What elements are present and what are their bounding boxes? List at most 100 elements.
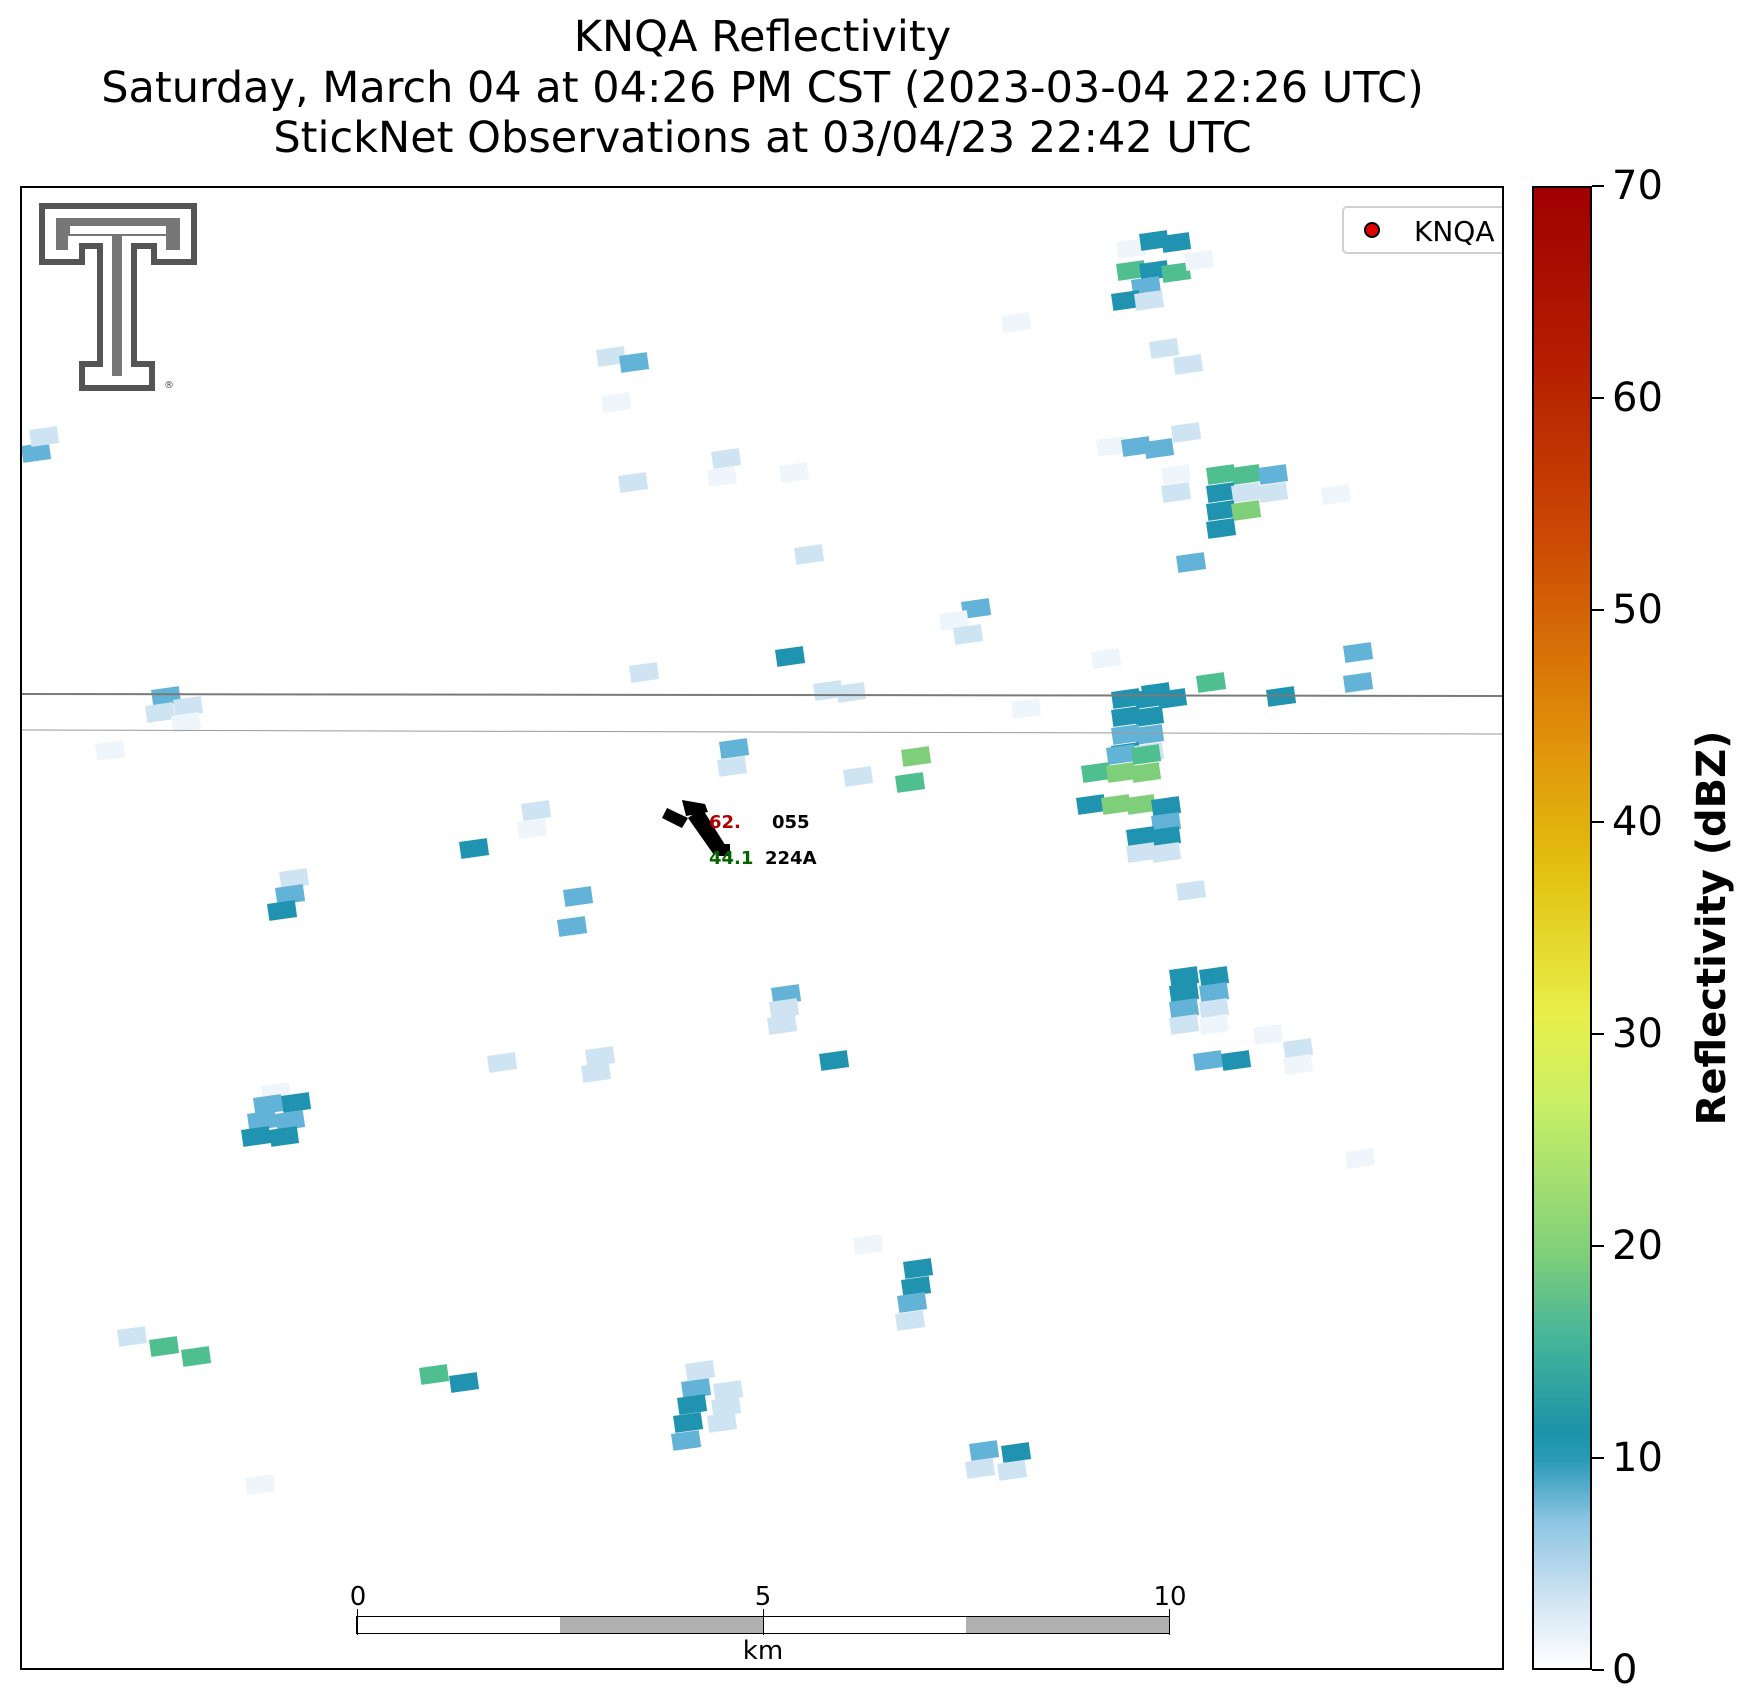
reflectivity-cell: [619, 352, 650, 373]
reflectivity-cell: [903, 1258, 934, 1279]
reflectivity-layer: ®: [22, 203, 1502, 1495]
reflectivity-cell: [1176, 552, 1207, 573]
reflectivity-colorbar: [1532, 186, 1592, 1670]
reflectivity-cell: [1283, 1054, 1314, 1075]
reflectivity-cell: [853, 1234, 884, 1255]
reflectivity-cell: [1144, 438, 1175, 459]
reflectivity-cell: [1091, 648, 1122, 669]
reflectivity-cell: [713, 1380, 744, 1401]
reflectivity-cell: [1126, 794, 1157, 815]
reflectivity-cell: [1199, 982, 1230, 1003]
reflectivity-cell: [897, 1292, 928, 1313]
reflectivity-cell: [171, 712, 202, 733]
reflectivity-cell: [1116, 260, 1147, 281]
reflectivity-cell: [1253, 1024, 1284, 1045]
colorbar-tick-label: 0: [1612, 1647, 1638, 1693]
reflectivity-cell: [1206, 482, 1237, 503]
reflectivity-cell: [953, 624, 984, 645]
colorbar-tick: [1592, 1669, 1604, 1671]
road-line: [22, 729, 1502, 735]
reflectivity-cell: [585, 1046, 616, 1067]
observation-time: StickNet Observations at 03/04/23 22:42 …: [273, 113, 1252, 163]
reflectivity-cell: [1001, 1442, 1032, 1463]
reflectivity-cell: [1199, 998, 1230, 1019]
station-dewpoint: 44.1: [709, 848, 754, 869]
colorbar-tick-label: 70: [1612, 163, 1663, 209]
scale-label-10: 10: [1153, 1582, 1187, 1612]
reflectivity-cell: [1126, 826, 1157, 847]
reflectivity-cell: [707, 1412, 738, 1433]
reflectivity-cell: [517, 818, 548, 839]
reflectivity-cell: [1139, 260, 1170, 281]
reflectivity-cell: [1096, 436, 1127, 457]
reflectivity-cell: [1343, 672, 1374, 693]
scale-unit: km: [742, 1636, 784, 1666]
reflectivity-cell: [1001, 312, 1032, 333]
station-subid: 224A: [765, 848, 817, 869]
reflectivity-cell: [1161, 482, 1192, 503]
reflectivity-cell: [253, 1094, 284, 1115]
reflectivity-cell: [681, 1378, 712, 1399]
scale-bar: [356, 1609, 1170, 1635]
reflectivity-cell: [1111, 688, 1142, 709]
reflectivity-cell: [1206, 500, 1237, 521]
reflectivity-cell: [117, 1326, 148, 1347]
reflectivity-cell: [618, 472, 649, 493]
reflectivity-cell: [1345, 1148, 1376, 1169]
reflectivity-cell: [1221, 1050, 1252, 1071]
reflectivity-cell: [719, 738, 750, 759]
radar-map[interactable]: ® KNQA 62. 055 44.1 224A 0 5 10 km: [20, 186, 1504, 1670]
reflectivity-cell: [95, 740, 126, 761]
colorbar-tick-label: 60: [1612, 375, 1663, 421]
reflectivity-cell: [711, 1396, 742, 1417]
reflectivity-cell: [181, 1346, 212, 1367]
reflectivity-cell: [819, 1050, 850, 1071]
road-line: [22, 693, 1502, 697]
reflectivity-cell: [1283, 1038, 1314, 1059]
reflectivity-cell: [961, 598, 992, 619]
reflectivity-cell: [1169, 1014, 1200, 1035]
reflectivity-cell: [563, 886, 594, 907]
reflectivity-cell: [895, 1310, 926, 1331]
reflectivity-cell: [1131, 762, 1162, 783]
colorbar-tick: [1592, 185, 1604, 187]
reflectivity-cell: [629, 662, 660, 683]
reflectivity-cell: [1101, 794, 1132, 815]
reflectivity-cell: [1206, 464, 1237, 485]
reflectivity-cell: [1169, 998, 1200, 1019]
reflectivity-cell: [1011, 698, 1042, 719]
plot-subtitle: Saturday, March 04 at 04:26 PM CST (2023…: [101, 63, 1424, 113]
reflectivity-cell: [1169, 982, 1200, 1003]
colorbar-tick: [1592, 821, 1604, 823]
reflectivity-cell: [1151, 796, 1182, 817]
station-temperature: 62.: [709, 812, 741, 833]
reflectivity-cell: [1173, 354, 1204, 375]
reflectivity-cell: [269, 1126, 300, 1147]
reflectivity-cell: [769, 998, 800, 1019]
reflectivity-cell: [1134, 290, 1165, 311]
reflectivity-cell: [241, 1126, 272, 1147]
reflectivity-cell: [419, 1364, 450, 1385]
colorbar-label: Reflectivity (dBZ): [1689, 730, 1735, 1126]
reflectivity-cell: [965, 1458, 996, 1479]
reflectivity-cell: [601, 392, 632, 413]
svg-text:®: ®: [164, 380, 174, 391]
reflectivity-cell: [794, 544, 825, 565]
reflectivity-cell: [1157, 688, 1188, 709]
reflectivity-cell: [1161, 464, 1192, 485]
reflectivity-cell: [1231, 482, 1262, 503]
reflectivity-cell: [1106, 762, 1137, 783]
reflectivity-cell: [1139, 230, 1170, 251]
colorbar-tick: [1592, 1457, 1604, 1459]
reflectivity-cell: [1126, 842, 1157, 863]
reflectivity-cell: [449, 1372, 480, 1393]
reflectivity-cell: [717, 756, 748, 777]
reflectivity-cell: [901, 746, 932, 767]
reflectivity-cell: [671, 1430, 702, 1451]
reflectivity-cell: [997, 1460, 1028, 1481]
reflectivity-cell: [267, 900, 298, 921]
reflectivity-cell: [247, 1110, 278, 1131]
station-id: 055: [772, 812, 810, 833]
reflectivity-cell: [901, 1276, 932, 1297]
reflectivity-cell: [596, 346, 627, 367]
